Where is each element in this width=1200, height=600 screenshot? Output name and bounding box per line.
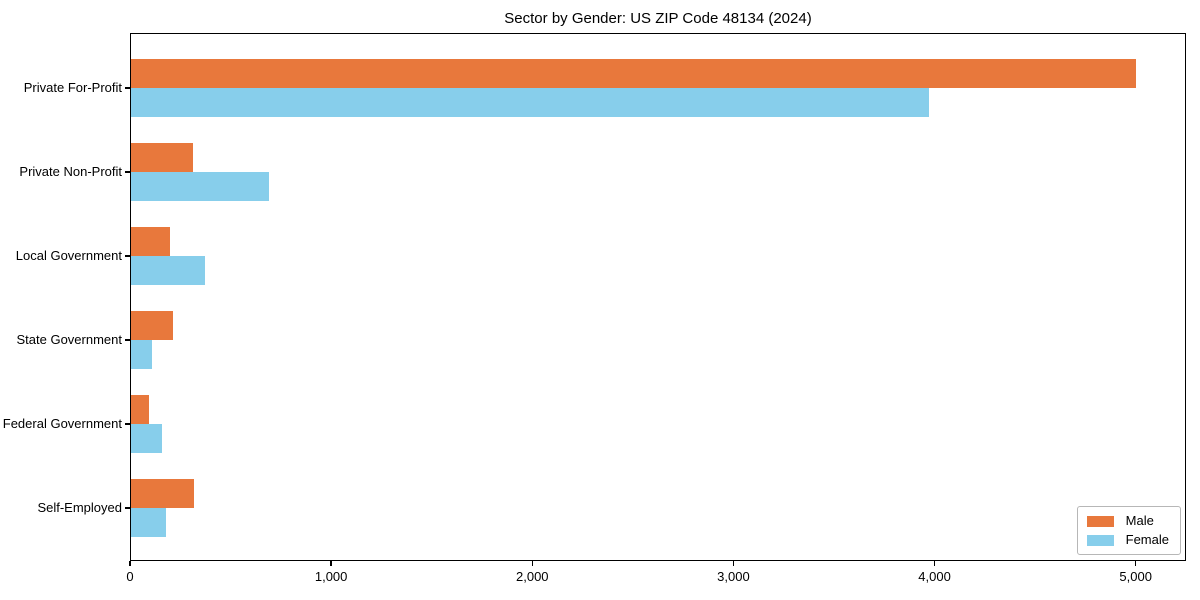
bar-male-private-for-profit bbox=[130, 59, 1136, 88]
bar-female-private-non-profit bbox=[130, 172, 269, 201]
x-tick-4-000 bbox=[933, 561, 936, 566]
y-tick-private-non-profit bbox=[125, 171, 130, 173]
x-tick-5-000 bbox=[1134, 561, 1137, 566]
x-label-2-000: 2,000 bbox=[516, 569, 549, 584]
y-tick-state-government bbox=[125, 339, 130, 341]
x-label-4-000: 4,000 bbox=[918, 569, 951, 584]
x-tick-3-000 bbox=[732, 561, 735, 566]
x-tick-2-000 bbox=[531, 561, 534, 566]
legend-swatch-female bbox=[1086, 534, 1114, 546]
bar-female-private-for-profit bbox=[130, 88, 929, 117]
y-tick-local-government bbox=[125, 255, 130, 257]
y-label-private-for-profit: Private For-Profit bbox=[23, 80, 122, 95]
bar-male-private-non-profit bbox=[130, 143, 194, 172]
y-tick-private-for-profit bbox=[125, 87, 130, 89]
x-label-5-000: 5,000 bbox=[1119, 569, 1152, 584]
y-label-federal-government: Federal Government bbox=[2, 416, 122, 431]
x-tick-0 bbox=[129, 561, 131, 566]
bar-male-local-government bbox=[130, 227, 171, 256]
x-label-1-000: 1,000 bbox=[314, 569, 348, 584]
bar-female-self-employed bbox=[130, 508, 166, 537]
bar-male-state-government bbox=[130, 311, 174, 340]
legend-swatch-male bbox=[1086, 515, 1114, 527]
legend-label-male: Male bbox=[1125, 513, 1154, 528]
y-tick-federal-government bbox=[125, 423, 130, 425]
y-label-local-government: Local Government bbox=[15, 248, 122, 263]
legend: Male Female bbox=[1076, 506, 1181, 555]
chart-title: Sector by Gender: US ZIP Code 48134 (202… bbox=[504, 10, 812, 27]
bar-male-self-employed bbox=[130, 479, 195, 508]
x-tick-1-000 bbox=[330, 561, 332, 566]
plot-area: Male Female bbox=[130, 33, 1186, 561]
bar-male-federal-government bbox=[130, 395, 150, 424]
legend-row-female: Female bbox=[1086, 532, 1169, 547]
bar-female-federal-government bbox=[130, 424, 163, 453]
legend-row-male: Male bbox=[1086, 513, 1169, 528]
y-label-private-non-profit: Private Non-Profit bbox=[19, 164, 122, 179]
y-label-self-employed: Self-Employed bbox=[37, 500, 122, 515]
legend-label-female: Female bbox=[1125, 532, 1169, 547]
y-label-state-government: State Government bbox=[16, 332, 123, 347]
y-tick-self-employed bbox=[125, 507, 130, 509]
bar-female-local-government bbox=[130, 256, 206, 285]
x-label-0: 0 bbox=[126, 569, 134, 584]
x-label-3-000: 3,000 bbox=[717, 569, 750, 584]
bar-female-state-government bbox=[130, 340, 153, 369]
